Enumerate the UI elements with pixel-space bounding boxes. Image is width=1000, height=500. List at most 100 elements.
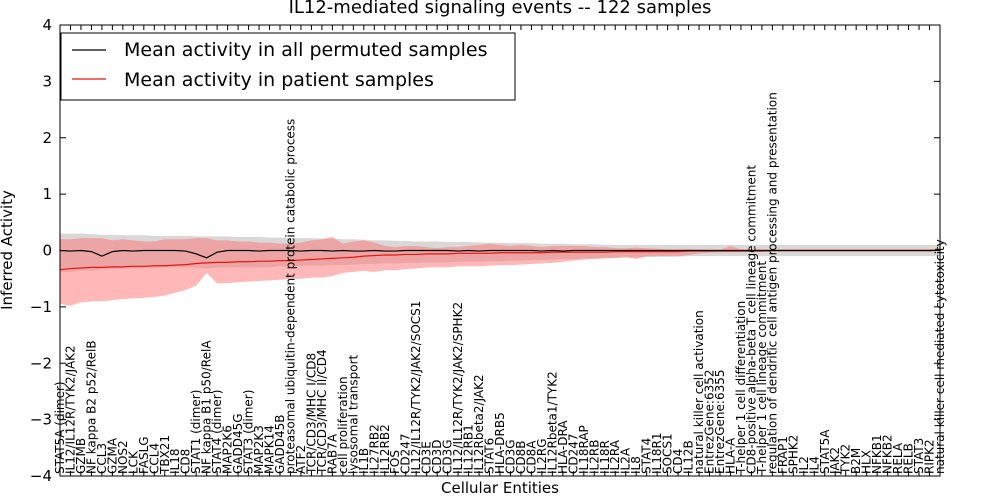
patient-range-band (60, 236, 940, 306)
entity-label: IL1B (357, 448, 371, 474)
entity-label: GADD45G (231, 413, 245, 474)
entity-label: CD247 (399, 433, 413, 474)
entity-label: CD3D (430, 440, 444, 475)
entity-label: STAT3 (dimer) (242, 390, 256, 474)
entity-label: T-helper 1 cell lineage commitment (755, 261, 769, 475)
entity-label: CD3G (503, 439, 517, 474)
legend-label-permuted: Mean activity in all permuted samples (124, 39, 487, 61)
entity-label: HLA-A (723, 437, 737, 474)
entity-label: IL12B (682, 440, 696, 474)
legend: Mean activity in all permuted samples Me… (60, 32, 516, 101)
entity-label: CD8 (179, 449, 193, 474)
entity-label: GZMB (74, 438, 88, 474)
entity-label: RIPK2 (923, 439, 937, 474)
entity-label: CD247 (566, 433, 580, 474)
entity-label: TCR/CD3/MHC II/CD4 (315, 349, 329, 475)
entity-label: SPHK2 (786, 435, 800, 474)
entity-label: ATF2 (294, 445, 308, 474)
entity-label: IL27RB2 (367, 424, 381, 474)
entity-label: STAT6 (483, 438, 497, 474)
entity-label: IL18 (168, 449, 182, 475)
entity-label: IL2RG (535, 439, 549, 475)
y-axis: −4 −3 −2 −1 0 1 2 3 4 (30, 16, 940, 485)
legend-label-patient: Mean activity in patient samples (124, 69, 434, 91)
chart-title: IL12-mediated signaling events -- 122 sa… (289, 0, 712, 18)
entity-label: IL18RAP (577, 425, 591, 474)
entity-label: RAB7A (325, 433, 339, 474)
entity-label: IL12Rbeta2/JAK2 (472, 374, 486, 474)
entity-label: STAT5A (818, 429, 832, 474)
entity-label: IL2A (619, 447, 633, 474)
y-axis-title: Inferred Activity (0, 190, 16, 310)
y-tick-label: −4 (30, 467, 52, 485)
entity-label: HLX (860, 450, 874, 474)
entity-label: SOCS1 (661, 433, 675, 474)
entity-label: CD4 (671, 449, 685, 474)
y-tick-label: 2 (42, 129, 52, 147)
entity-label: CD8-positive alpha-beta T cell lineage c… (744, 165, 758, 474)
y-tick-label: −3 (30, 411, 52, 429)
entity-label: RELA (891, 442, 905, 474)
y-tick-label: −2 (30, 354, 52, 372)
entity-label: FRAP1 (776, 436, 790, 474)
entity-label: CD3E (420, 441, 434, 474)
entity-label: HLA-DRB5 (493, 412, 507, 474)
entity-label: JAK2 (828, 447, 842, 475)
entity-label: NFKB2 (881, 434, 895, 474)
entity-label: TBX21 (158, 435, 172, 475)
entity-label: IL18R (598, 440, 612, 474)
bands-layer (60, 233, 940, 306)
entity-label: GADD45B (273, 415, 287, 475)
entity-label: lysosomal transport (346, 354, 360, 474)
y-tick-label: 3 (42, 72, 52, 90)
entity-label: IL18R1 (650, 433, 664, 474)
entity-label: FASLG (137, 436, 151, 474)
entity-label: IL12RB1 (462, 424, 476, 474)
entity-label: IL4 (807, 456, 821, 474)
entity-label: T-helper 1 cell differentiation (734, 301, 748, 475)
entity-label: IL12/IL12R/TYK2/JAK2/SPHK2 (451, 302, 465, 474)
entity-label: natural killer cell activation (692, 310, 706, 474)
entity-label: STAT4 (dimer) (210, 390, 224, 474)
x-axis-title: Cellular Entities (441, 479, 559, 497)
entity-label: NFKB1 (870, 434, 884, 474)
entity-label: EntrezGene:6355 (713, 370, 727, 475)
y-tick-label: 1 (42, 185, 52, 203)
y-tick-label: 0 (42, 242, 52, 260)
lines-layer (59, 249, 941, 271)
entity-label: EntrezGene:6352 (703, 370, 717, 475)
entity-label: IL12/IL12R/TYK2/JAK2/SOCS1 (409, 301, 423, 474)
entity-label: LCK (126, 450, 140, 474)
entity-label: CD8A (524, 440, 538, 474)
entity-label: RELB (902, 443, 916, 474)
entity-label: MAP2K6 (221, 425, 235, 474)
entity-label: FOS (388, 450, 402, 474)
entity-label: NF kappa B2 p52/RelB (84, 340, 98, 474)
entity-label: STAT4 (640, 438, 654, 474)
y-tick-label: 4 (42, 16, 52, 34)
entity-label: B2M (849, 448, 863, 474)
entity-label: CD3G (441, 439, 455, 474)
entity-label: TCR/CD3/MHC I/CD8 (304, 353, 318, 475)
entity-label: GZMA (105, 437, 119, 474)
entity-label: IL12Rbeta1/TYK2 (545, 371, 559, 474)
y-tick-label: −1 (30, 298, 52, 316)
entity-label: regulation of dendritic cell antigen pro… (765, 92, 779, 474)
entity-label: MAPK14 (263, 425, 277, 474)
entity-label: CD8B (514, 441, 528, 475)
entity-label: HLA-DRA (556, 420, 570, 474)
entity-label: NOS2 (116, 440, 130, 474)
entity-label: IL12RB2 (378, 424, 392, 474)
entity-label: IL2RB (587, 440, 601, 474)
entity-label: IL2RA (608, 439, 622, 474)
entity-label: STAT3 (912, 438, 926, 474)
entity-label: proteasomal ubiquitin-dependent protein … (283, 119, 297, 474)
entity-label: IL12/IL12R/TYK2/JAK2 (63, 345, 77, 474)
entity-label: MAP2K3 (252, 425, 266, 474)
entity-label: cell proliferation (336, 376, 350, 474)
entity-label: IL8 (629, 456, 643, 474)
entity-label: NF kappa B1 p50/RelA (200, 340, 214, 474)
permuted-mean-line (59, 249, 940, 259)
entity-label: TYK2 (839, 444, 853, 475)
